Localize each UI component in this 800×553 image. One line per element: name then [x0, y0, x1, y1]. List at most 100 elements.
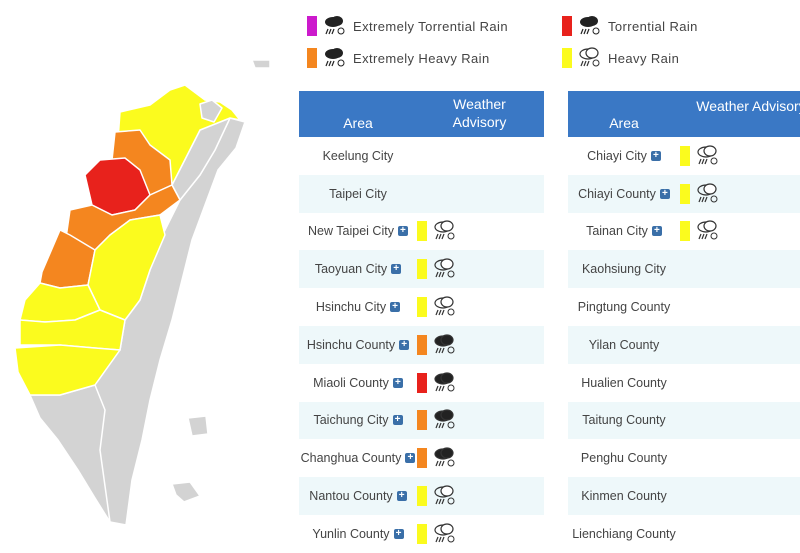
legend-label: Extremely Torrential Rain	[353, 18, 508, 34]
area-name: Taipei City	[329, 186, 387, 201]
light-rain-icon	[697, 220, 718, 240]
expand-plus-icon[interactable]: +	[659, 188, 670, 199]
light-rain-icon	[434, 296, 455, 316]
light-rain-icon	[697, 145, 718, 165]
table-row: New Taipei City +	[299, 213, 544, 251]
table-row: Changhua County +	[299, 439, 544, 477]
table-header: Area Weather Advisory	[299, 91, 544, 137]
area-cell: Yunlin County +	[299, 527, 417, 541]
advisory-swatch	[417, 523, 427, 544]
advisory-swatch	[680, 221, 690, 242]
expand-plus-icon[interactable]: +	[397, 226, 408, 237]
legend-swatch	[307, 16, 317, 36]
area-cell: Taoyuan City +	[299, 262, 417, 276]
area-name: Nantou County	[309, 489, 393, 504]
area-cell: Pingtung County	[568, 300, 680, 314]
map-region-chiayi	[19, 309, 126, 351]
table-row: Chiayi City +	[568, 137, 800, 175]
expand-plus-icon[interactable]: +	[390, 302, 401, 313]
table-header: Area Weather Advisory	[568, 91, 800, 137]
table-row: Penghu County	[568, 439, 800, 477]
taiwan-rain-map	[14, 59, 271, 526]
table-row: Tainan City +	[568, 213, 800, 251]
expand-plus-icon[interactable]: +	[399, 339, 410, 350]
dark-rain-icon	[434, 372, 455, 392]
advisory-table-right: Area Weather Advisory Chiayi City + Chiayi…	[568, 91, 800, 553]
light-rain-icon	[434, 258, 455, 278]
area-cell: Hualien County	[568, 376, 680, 390]
area-cell: Taipei City	[299, 187, 417, 201]
legend-heavy: Heavy Rain	[562, 46, 679, 70]
advisory-swatch	[680, 183, 690, 204]
light-rain-icon	[697, 183, 718, 203]
expand-plus-icon[interactable]: +	[392, 415, 403, 426]
header-advisory: Weather Advisory	[452, 96, 507, 130]
expand-plus-icon[interactable]: +	[651, 226, 662, 237]
area-name: Kinmen County	[581, 489, 667, 504]
legend-label: Torrential Rain	[608, 18, 698, 34]
map-region-lanyu	[187, 415, 209, 437]
area-cell: Kaohsiung City	[568, 262, 680, 276]
expand-plus-icon[interactable]: +	[405, 453, 416, 464]
area-name: Pingtung County	[577, 300, 671, 315]
legend-label: Heavy Rain	[608, 50, 680, 66]
area-name: Hsinchu County	[306, 337, 396, 352]
advisory-cell	[680, 183, 720, 205]
area-name: Hualien County	[581, 375, 667, 390]
advisory-swatch	[417, 334, 427, 355]
table-row: Hsinchu City +	[299, 288, 544, 326]
table-row: Pingtung County	[568, 288, 800, 326]
area-cell: Chiayi County +	[568, 187, 680, 201]
area-name: Yunlin County	[312, 526, 390, 541]
area-cell: Changhua County +	[299, 451, 417, 465]
map-region-island-ne	[251, 59, 271, 69]
legend-extremely-torrential: Extremely Torrential Rain	[307, 14, 508, 38]
table-row: Taoyuan City +	[299, 250, 544, 289]
dark-rain-icon	[434, 409, 455, 429]
area-name: Chiayi City	[587, 148, 647, 163]
area-cell: Nantou County +	[299, 489, 417, 503]
legend-swatch	[562, 16, 572, 36]
map-region-tainan	[14, 344, 121, 396]
legend-extremely-heavy: Extremely Heavy Rain	[307, 46, 490, 70]
map-region-penghu	[171, 481, 201, 503]
table-row: Taitung County	[568, 401, 800, 440]
area-name: Hsinchu City	[315, 300, 387, 315]
expand-plus-icon[interactable]: +	[396, 491, 407, 502]
table-row: Miaoli County +	[299, 364, 544, 402]
dark-rain-icon	[580, 16, 600, 35]
table-row: Chiayi County +	[568, 174, 800, 213]
legend-swatch	[307, 48, 317, 68]
table-row: Kinmen County	[568, 477, 800, 515]
expand-plus-icon[interactable]: +	[650, 150, 661, 161]
area-name: Chiayi County	[578, 186, 656, 201]
table-row: Taichung City +	[299, 401, 544, 440]
area-name: Taitung County	[582, 413, 666, 428]
area-name: Penghu County	[580, 451, 668, 466]
expand-plus-icon[interactable]: +	[391, 264, 402, 275]
light-rain-icon	[434, 220, 455, 240]
advisory-cell	[417, 220, 457, 242]
area-name: Kaohsiung City	[581, 262, 667, 277]
area-cell: Kinmen County	[568, 489, 680, 503]
advisory-swatch	[417, 410, 427, 431]
advisory-swatch	[417, 259, 427, 280]
table-row: Keelung City	[299, 137, 544, 175]
map-region-taipei	[199, 99, 223, 123]
area-name: Changhua County	[300, 451, 402, 466]
legend-torrential: Torrential Rain	[562, 14, 698, 38]
expand-plus-icon[interactable]: +	[392, 377, 403, 388]
table-row: Yilan County	[568, 325, 800, 364]
area-name: Keelung City	[322, 148, 394, 163]
light-rain-icon	[434, 485, 455, 505]
advisory-cell	[417, 372, 457, 394]
area-cell: Hsinchu City +	[299, 300, 417, 314]
table-body: Chiayi City + Chiayi County + Tainan City + Ka…	[568, 137, 800, 553]
area-cell: Penghu County	[568, 451, 680, 465]
expand-plus-icon[interactable]: +	[393, 528, 404, 539]
light-rain-icon	[434, 523, 455, 543]
area-cell: Keelung City	[299, 149, 417, 163]
advisory-swatch	[417, 297, 427, 318]
legend-swatch	[562, 48, 572, 68]
advisory-cell	[417, 334, 457, 356]
